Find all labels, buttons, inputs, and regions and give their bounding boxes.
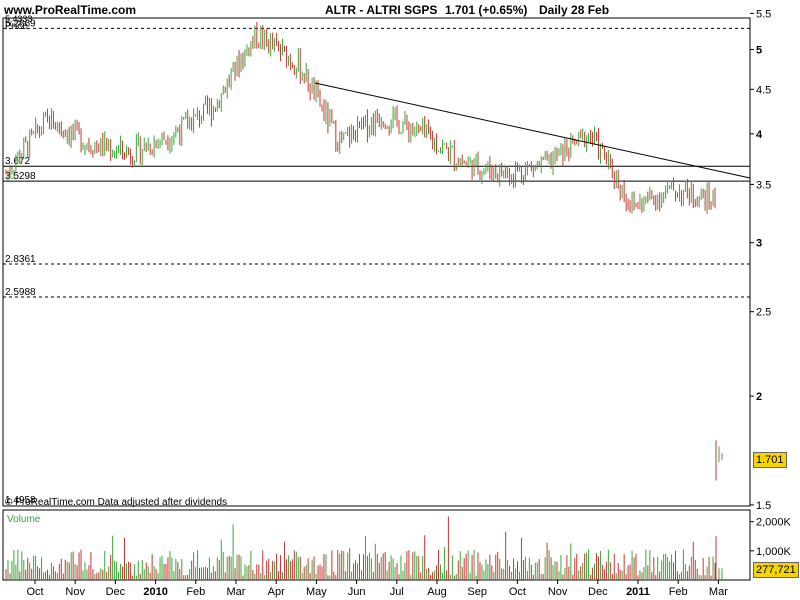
- price-tick-label: 2.5: [756, 307, 771, 319]
- level-label: 5.2869: [5, 18, 36, 29]
- x-tick-label: Feb: [669, 586, 688, 598]
- price-tick-label: 5.5: [756, 8, 771, 20]
- x-tick-label: Mar: [227, 586, 246, 598]
- x-tick-label: 2011: [626, 586, 650, 598]
- price-tick-label: 3.5: [756, 179, 771, 191]
- price-panel: [2, 17, 751, 507]
- x-tick-label: Nov: [65, 586, 85, 598]
- volume-label: Volume: [7, 514, 41, 525]
- period-label: Daily 28 Feb: [539, 3, 610, 17]
- volume-tick-label: 1,000K: [756, 546, 792, 558]
- x-tick-label: Jun: [348, 586, 366, 598]
- x-tick-label: Feb: [186, 586, 205, 598]
- price-tick-label: 5: [756, 44, 762, 56]
- x-tick-label: Dec: [588, 586, 608, 598]
- price-tick-label: 3: [756, 238, 762, 250]
- level-label: 2.8361: [5, 254, 36, 265]
- last-price-badge: 1.701: [753, 452, 787, 468]
- price-tick-label: 1.5: [756, 500, 771, 512]
- x-tick-label: May: [306, 586, 327, 598]
- footer-note: © ProRealTime.com Data adjusted after di…: [5, 497, 227, 508]
- price-tick-label: 2: [756, 391, 762, 403]
- x-tick-label: Mar: [709, 586, 728, 598]
- price-tick-label: 4.5: [756, 84, 771, 96]
- x-tick-label: Oct: [509, 586, 526, 598]
- x-tick-label: Dec: [106, 586, 126, 598]
- top-value-label: 5.4333: [5, 14, 33, 24]
- x-tick-label: Apr: [268, 586, 285, 598]
- volume-tick-label: 2,000K: [756, 517, 792, 529]
- price-tick-label: 4: [756, 129, 763, 141]
- x-tick-label: Nov: [548, 586, 568, 598]
- price-change: 1.701 (+0.65%): [445, 3, 528, 17]
- x-tick-label: 2010: [143, 586, 167, 598]
- level-label: 3.5298: [5, 171, 36, 182]
- price-top-label: Price: [5, 21, 28, 32]
- x-tick-label: Oct: [26, 586, 43, 598]
- site-name: www.ProRealTime.com: [4, 3, 137, 17]
- x-tick-label: Aug: [427, 586, 447, 598]
- volume-panel: [2, 509, 751, 581]
- bottom-value-label: 1.4958: [5, 495, 36, 506]
- last-volume-badge: 277,721: [753, 562, 799, 578]
- level-label: 2.5988: [5, 287, 36, 298]
- x-tick-label: Jul: [390, 586, 404, 598]
- x-tick-label: Sep: [467, 586, 487, 598]
- trendline: [314, 82, 751, 179]
- chart-title: ALTR - ALTRI SGPS: [325, 3, 438, 17]
